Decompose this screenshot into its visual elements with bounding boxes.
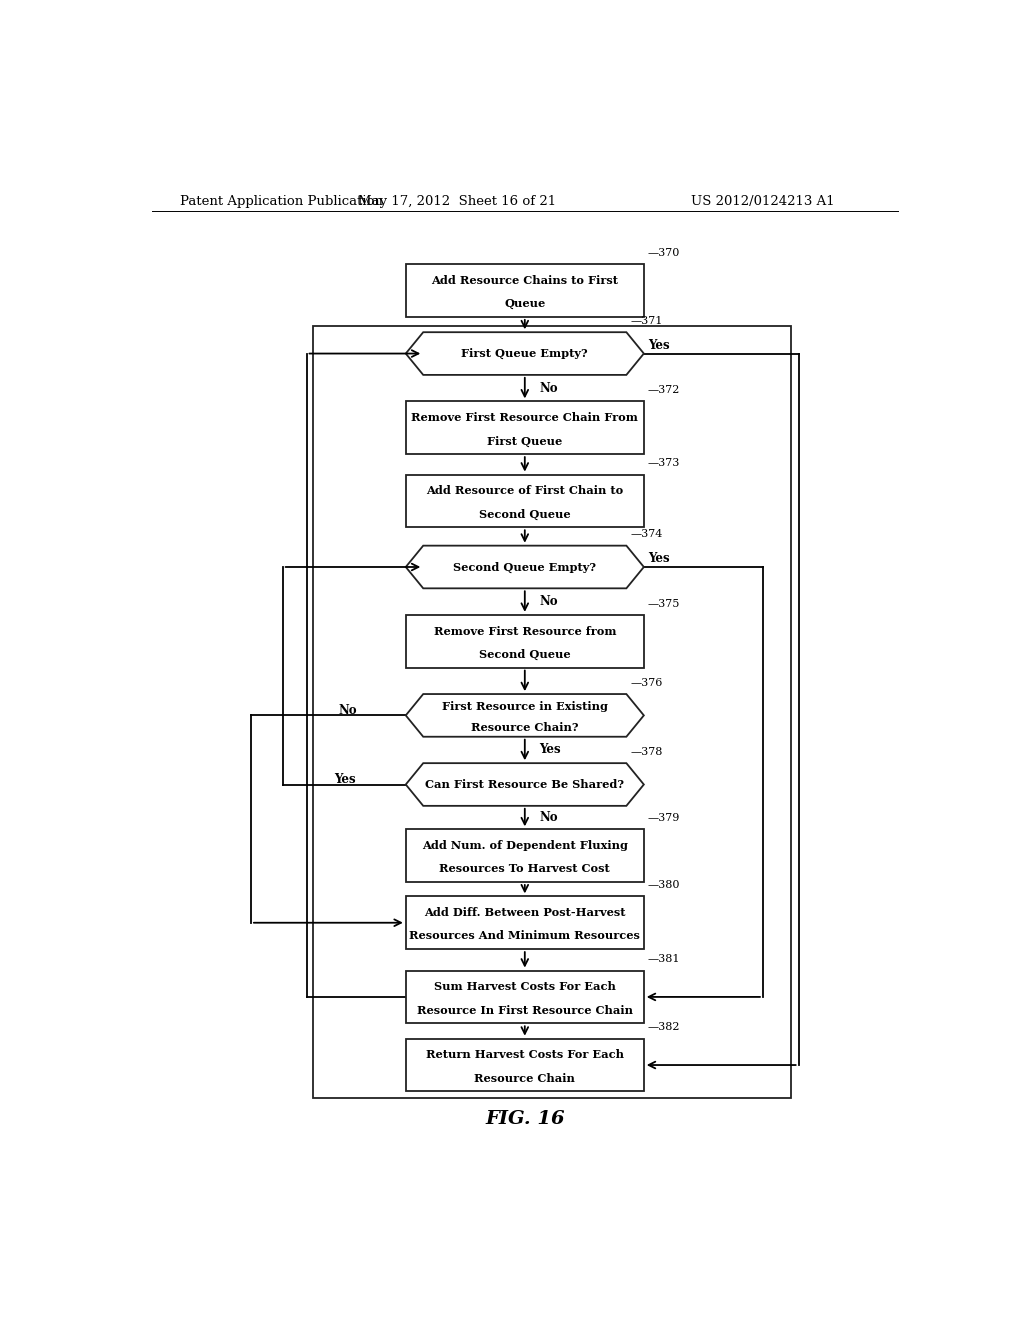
FancyBboxPatch shape <box>406 970 644 1023</box>
Text: Queue: Queue <box>504 298 546 309</box>
Text: Yes: Yes <box>648 339 670 352</box>
Text: —376: —376 <box>631 678 663 688</box>
Text: —370: —370 <box>648 248 680 257</box>
Text: —373: —373 <box>648 458 680 469</box>
Text: Add Resource Chains to First: Add Resource Chains to First <box>431 275 618 286</box>
Text: No: No <box>539 381 558 395</box>
Polygon shape <box>406 333 644 375</box>
Polygon shape <box>406 694 644 737</box>
Text: Resource Chain?: Resource Chain? <box>471 722 579 733</box>
Text: —380: —380 <box>648 880 680 890</box>
Text: Patent Application Publication: Patent Application Publication <box>179 194 382 207</box>
FancyBboxPatch shape <box>406 474 644 528</box>
Text: Return Harvest Costs For Each: Return Harvest Costs For Each <box>426 1049 624 1060</box>
FancyBboxPatch shape <box>406 615 644 668</box>
Text: US 2012/0124213 A1: US 2012/0124213 A1 <box>691 194 835 207</box>
Text: Sum Harvest Costs For Each: Sum Harvest Costs For Each <box>434 981 615 993</box>
Text: —378: —378 <box>631 747 663 756</box>
Polygon shape <box>406 763 644 805</box>
Text: First Queue Empty?: First Queue Empty? <box>462 348 588 359</box>
Text: —374: —374 <box>631 529 663 540</box>
Polygon shape <box>406 545 644 589</box>
Text: —372: —372 <box>648 385 680 395</box>
Text: No: No <box>539 810 558 824</box>
FancyBboxPatch shape <box>406 401 644 454</box>
Text: Add Num. of Dependent Fluxing: Add Num. of Dependent Fluxing <box>422 840 628 851</box>
Text: Second Queue Empty?: Second Queue Empty? <box>454 561 596 573</box>
FancyBboxPatch shape <box>406 829 644 882</box>
Text: May 17, 2012  Sheet 16 of 21: May 17, 2012 Sheet 16 of 21 <box>358 194 556 207</box>
Text: —375: —375 <box>648 598 680 609</box>
FancyBboxPatch shape <box>406 896 644 949</box>
Text: Resource In First Resource Chain: Resource In First Resource Chain <box>417 1005 633 1015</box>
Text: Resources And Minimum Resources: Resources And Minimum Resources <box>410 931 640 941</box>
Text: Resource Chain: Resource Chain <box>474 1073 575 1084</box>
FancyBboxPatch shape <box>406 1039 644 1092</box>
Text: Yes: Yes <box>648 552 670 565</box>
Text: Yes: Yes <box>334 774 356 785</box>
Text: —379: —379 <box>648 813 680 824</box>
Text: First Queue: First Queue <box>487 436 562 446</box>
Text: Second Queue: Second Queue <box>479 649 570 660</box>
Text: —371: —371 <box>631 315 663 326</box>
Text: —381: —381 <box>648 954 680 965</box>
Text: First Resource in Existing: First Resource in Existing <box>441 701 608 711</box>
Text: Second Queue: Second Queue <box>479 508 570 520</box>
Text: No: No <box>539 595 558 609</box>
Text: Yes: Yes <box>539 743 561 756</box>
Text: Remove First Resource from: Remove First Resource from <box>433 626 616 636</box>
Text: Resources To Harvest Cost: Resources To Harvest Cost <box>439 863 610 874</box>
Text: Remove First Resource Chain From: Remove First Resource Chain From <box>412 412 638 424</box>
Text: Add Resource of First Chain to: Add Resource of First Chain to <box>426 486 624 496</box>
FancyBboxPatch shape <box>406 264 644 317</box>
Text: FIG. 16: FIG. 16 <box>485 1110 564 1127</box>
Text: —382: —382 <box>648 1023 680 1032</box>
Text: Add Diff. Between Post-Harvest: Add Diff. Between Post-Harvest <box>424 907 626 919</box>
Text: Can First Resource Be Shared?: Can First Resource Be Shared? <box>425 779 625 789</box>
Text: No: No <box>338 704 357 717</box>
